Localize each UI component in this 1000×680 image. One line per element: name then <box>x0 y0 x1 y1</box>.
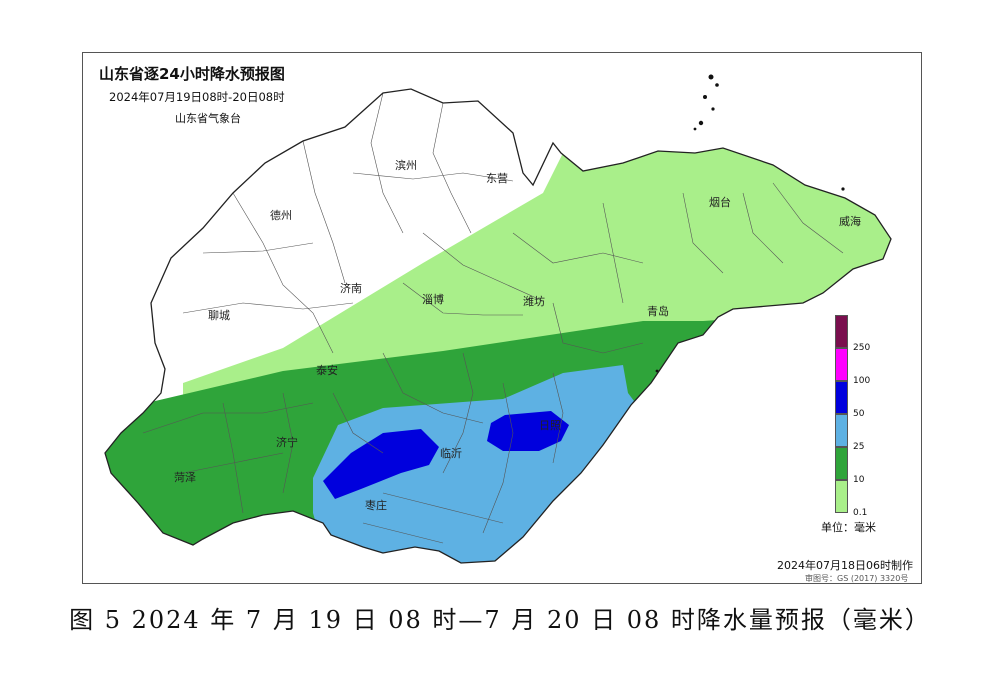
legend-box <box>835 447 848 480</box>
legend-tick: 10 <box>853 475 865 485</box>
legend-box <box>835 414 848 447</box>
county-borders <box>142 92 844 544</box>
islands <box>655 74 845 373</box>
city-label: 济南 <box>340 282 362 295</box>
city-label: 潍坊 <box>523 295 545 308</box>
legend-box <box>835 348 848 381</box>
city-label: 青岛 <box>647 305 669 318</box>
zone-50-east <box>487 411 569 451</box>
map-canvas <box>104 74 892 564</box>
legend-box <box>835 381 848 414</box>
legend-tick: 100 <box>853 376 871 386</box>
city-label: 烟台 <box>709 196 731 209</box>
review-number: 审图号：GS (2017) 3320号 <box>805 574 909 583</box>
zone-50-west <box>323 429 439 499</box>
legend-tick: 50 <box>853 409 865 419</box>
city-label: 淄博 <box>422 293 444 306</box>
figure-caption: 图 5 2024 年 7 月 19 日 08 时—7 月 20 日 08 时降水… <box>69 606 931 634</box>
city-label: 德州 <box>270 209 292 222</box>
legend-box <box>835 480 848 513</box>
legend-unit: 单位：毫米 <box>821 521 876 534</box>
province-outline <box>104 88 892 564</box>
city-label: 日照 <box>539 419 561 432</box>
city-label: 济宁 <box>276 436 298 449</box>
map-period: 2024年07月19日08时-20日08时 <box>109 90 285 104</box>
city-label: 滨州 <box>395 159 417 172</box>
forecast-map: 山东省逐24小时降水预报图 2024年07月19日08时-20日08时 山东省气… <box>82 52 922 584</box>
map-issuer: 山东省气象台 <box>175 112 241 125</box>
city-label: 聊城 <box>208 309 230 322</box>
legend-tick: 25 <box>853 442 865 452</box>
city-label: 菏泽 <box>174 471 196 484</box>
made-time: 2024年07月18日06时制作 <box>777 559 913 572</box>
map-title: 山东省逐24小时降水预报图 <box>99 65 285 83</box>
city-label: 泰安 <box>316 364 338 377</box>
city-label: 东营 <box>486 172 508 185</box>
legend-tick: 250 <box>853 343 871 353</box>
city-label: 枣庄 <box>365 499 387 512</box>
zone-25 <box>313 365 643 563</box>
legend-box <box>835 315 848 348</box>
legend-tick: 0.1 <box>853 508 868 518</box>
city-label: 临沂 <box>440 447 462 460</box>
city-label: 威海 <box>839 215 861 228</box>
